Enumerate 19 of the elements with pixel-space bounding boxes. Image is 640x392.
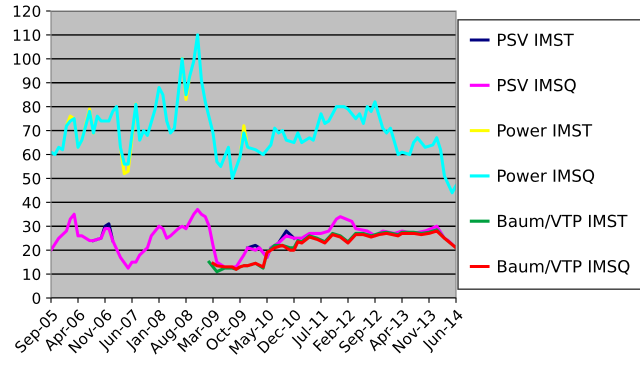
legend-label: PSV IMSQ	[498, 78, 576, 94]
legend-label: Baum/VTP IMST	[498, 214, 628, 229]
y-tick-label: 80	[22, 101, 40, 113]
y-tick-label: 0	[32, 292, 40, 304]
y-tick-label: 10	[24, 268, 40, 280]
y-tick-label: 120	[14, 5, 40, 18]
y-tick-label: 30	[23, 220, 40, 232]
y-tick-label: 50	[23, 172, 40, 184]
y-tick-label: 70	[23, 125, 40, 137]
y-tick-label: 100	[14, 53, 40, 65]
legend-label: Power IMSQ	[498, 169, 594, 184]
y-tick-label: 60	[22, 148, 40, 161]
legend-label: PSV IMST	[498, 33, 574, 46]
y-tick-label: 40	[22, 196, 40, 208]
y-tick-label: 110	[14, 29, 40, 41]
y-tick-label: 90	[22, 77, 40, 89]
y-tick-label: 20	[22, 244, 40, 256]
legend-label: Power IMST	[498, 124, 592, 137]
legend-label: Baum/VTP IMSQ	[498, 260, 630, 274]
